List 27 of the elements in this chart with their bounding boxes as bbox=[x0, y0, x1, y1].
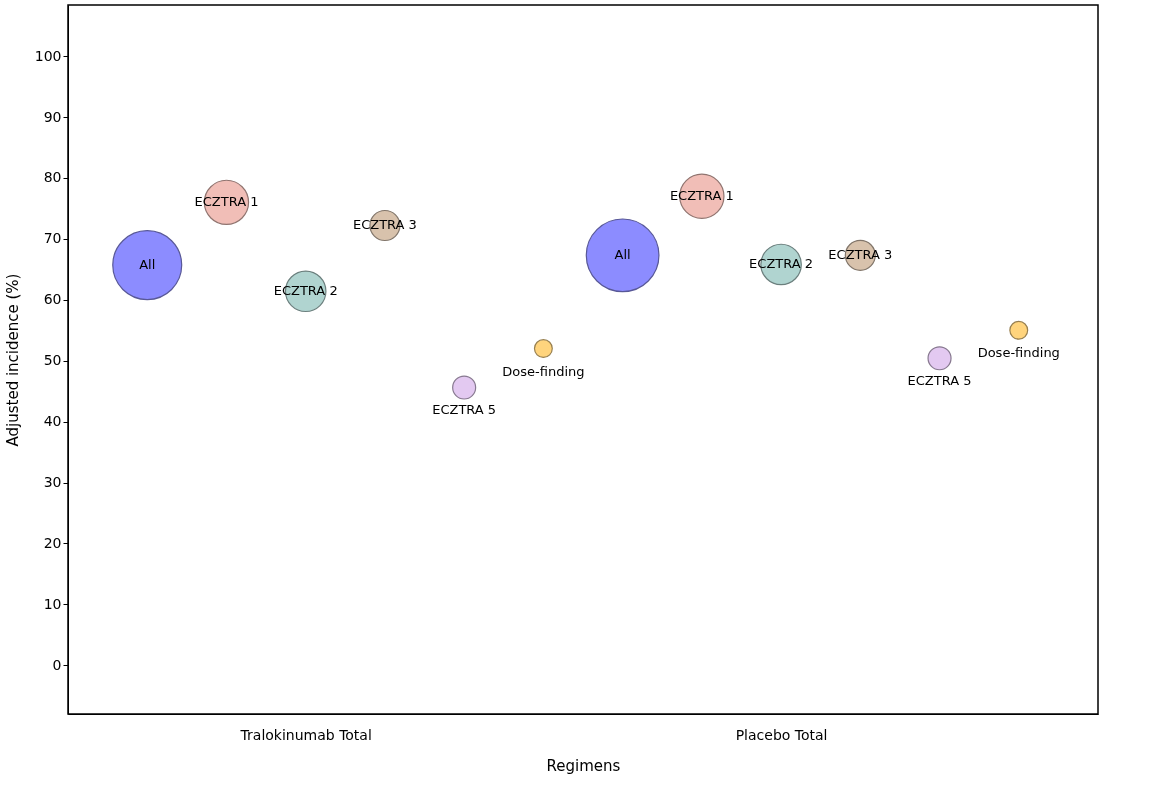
y-axis-title: Adjusted incidence (%) bbox=[3, 273, 22, 447]
y-tick-label: 20 bbox=[43, 534, 62, 551]
text: ECZTRA 5 bbox=[907, 373, 972, 389]
y-tick-label: 100 bbox=[34, 47, 62, 64]
text: All bbox=[614, 247, 631, 263]
y-tick-label: 10 bbox=[43, 595, 62, 612]
series-label: ECZTRA 2 bbox=[273, 283, 338, 299]
text: ECZTRA 3 bbox=[352, 217, 417, 233]
series-label: All bbox=[139, 257, 156, 273]
x-tick-label: Placebo Total bbox=[735, 726, 828, 743]
series-label: ECZTRA 1 bbox=[669, 188, 734, 204]
y-tick-label: 0 bbox=[52, 656, 62, 673]
text: Dose-finding bbox=[977, 345, 1060, 361]
y-tick-label: 60 bbox=[43, 291, 62, 308]
text: ECZTRA 1 bbox=[194, 194, 259, 210]
y-tick-label: 40 bbox=[43, 413, 62, 430]
x-axis-title: Regimens bbox=[546, 756, 621, 775]
y-tick-label: 90 bbox=[43, 108, 62, 125]
x-tick-label: Tralokinumab Total bbox=[239, 726, 372, 743]
series-label: ECZTRA 3 bbox=[828, 247, 893, 263]
y-tick-label: 50 bbox=[43, 352, 62, 369]
series-label: ECZTRA 5 bbox=[432, 402, 497, 418]
text: ECZTRA 2 bbox=[749, 256, 814, 272]
y-tick-label: 30 bbox=[43, 474, 62, 491]
y-tick-label: 70 bbox=[43, 230, 62, 247]
series-label: Dose-finding bbox=[502, 363, 585, 379]
y-tick-label: 80 bbox=[43, 169, 62, 186]
